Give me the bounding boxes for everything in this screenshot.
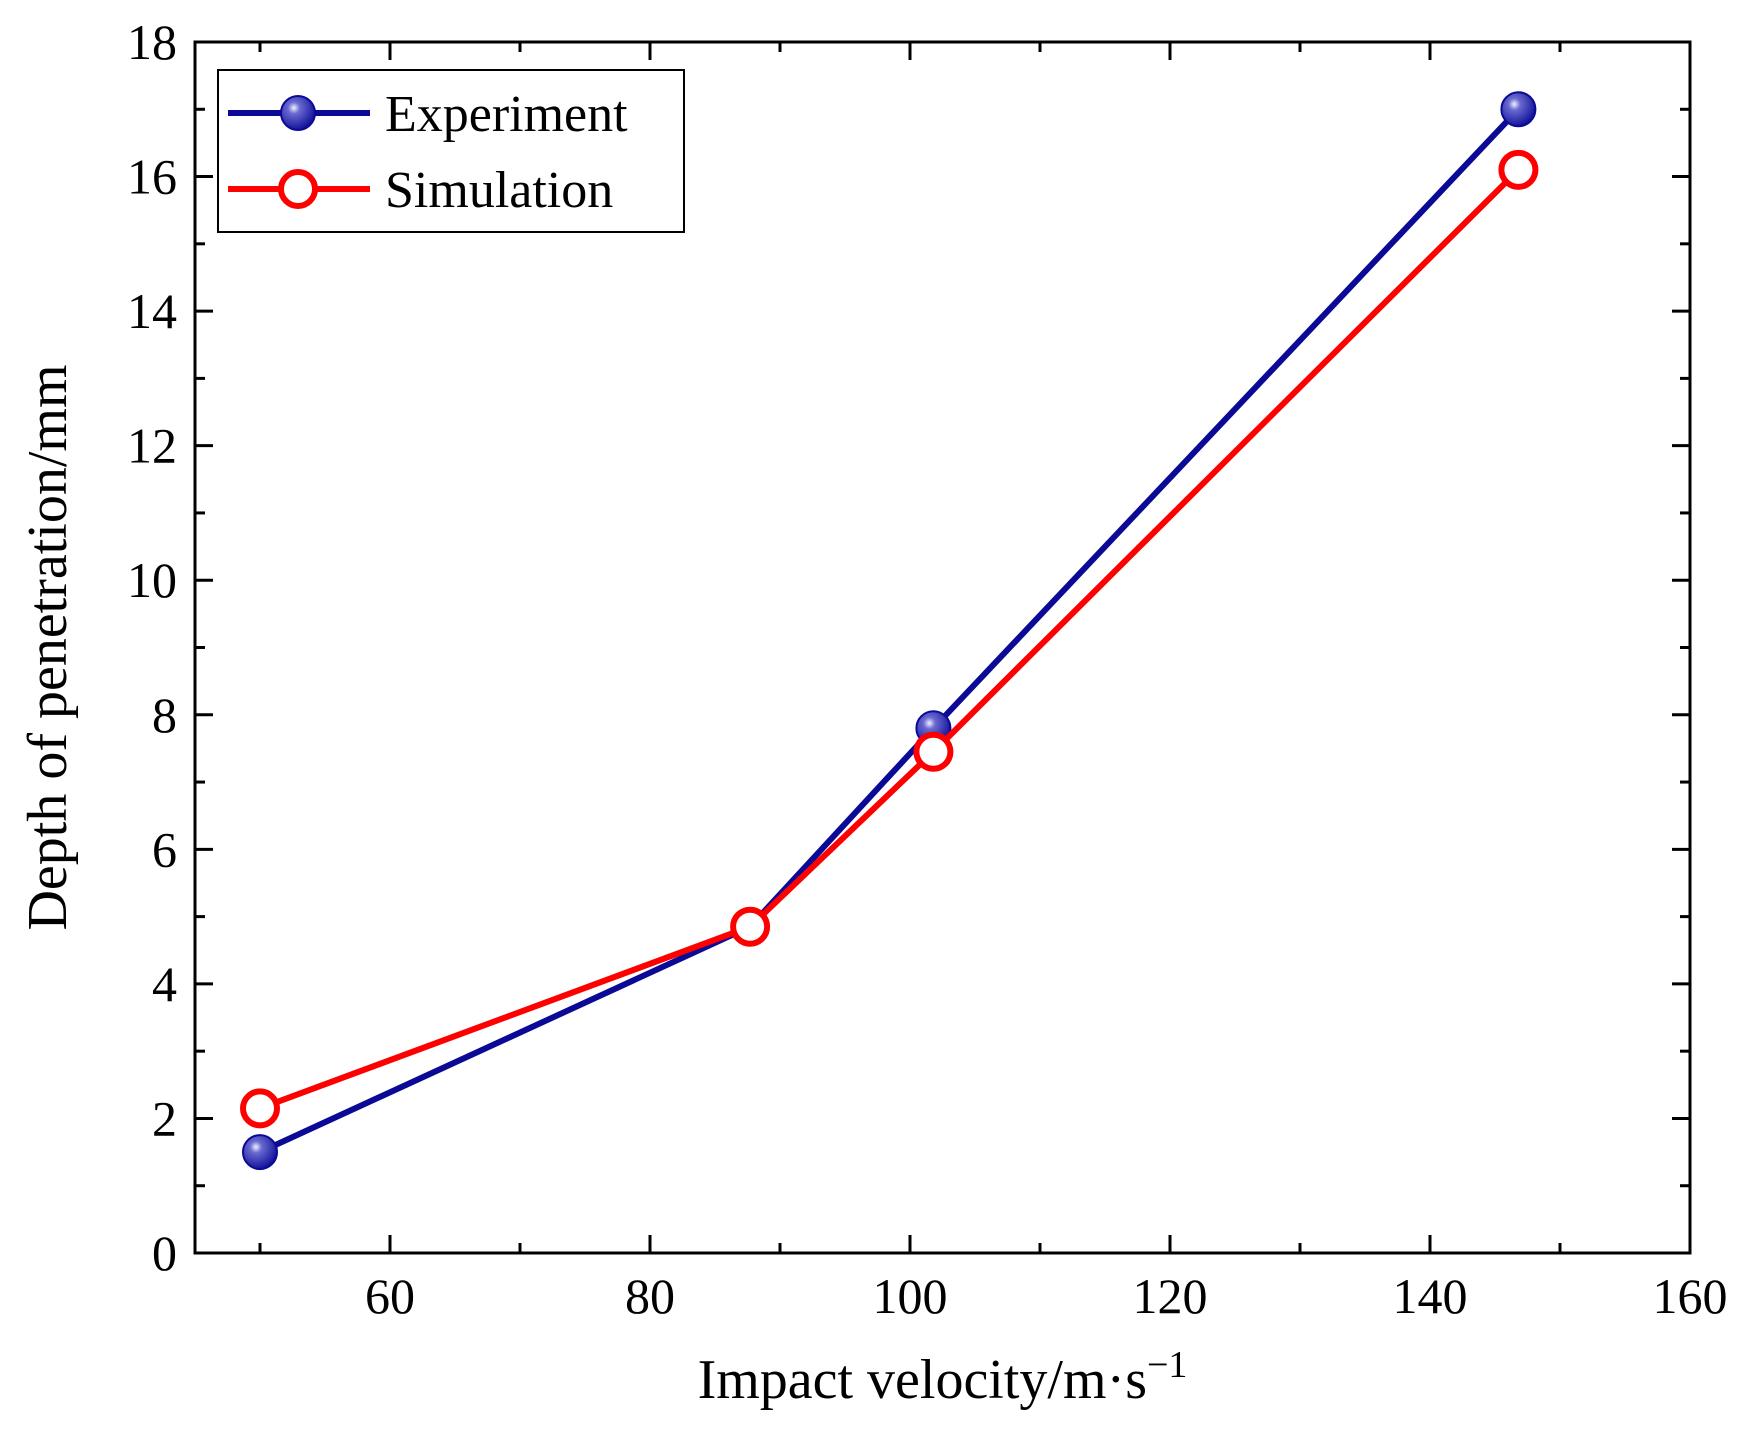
experiment-point (1500, 91, 1537, 128)
x-tick-label: 120 (1133, 1268, 1208, 1324)
simulation-point (1498, 149, 1539, 190)
simulation-line (258, 167, 1521, 1112)
y-tick-label: 18 (127, 14, 177, 70)
y-tick-label: 12 (127, 418, 177, 474)
x-tick-label: 140 (1393, 1268, 1468, 1324)
tick-labels: 60 80 100 120 140 160 0 2 4 6 8 10 12 14 16 18 (127, 14, 1728, 1324)
x-axis-title: Impact velocity/m·s−1 (698, 1344, 1188, 1411)
y-tick-label: 8 (152, 687, 177, 743)
legend-swatch-marker (280, 95, 316, 131)
series-experiment (242, 91, 1537, 1171)
data-series (240, 91, 1539, 1171)
legend-label: Simulation (385, 162, 613, 219)
y-tick-label: 0 (152, 1225, 177, 1281)
y-tick-label: 4 (152, 956, 177, 1012)
simulation-point (240, 1088, 280, 1129)
experiment-line (258, 107, 1521, 1155)
y-axis-title: Depth of penetration/mm (17, 364, 79, 930)
y-tick-label: 14 (127, 283, 177, 339)
experiment-point (242, 1134, 278, 1171)
simulation-point (730, 906, 771, 947)
plot-area-frame (193, 40, 1692, 1255)
series-simulation (240, 149, 1539, 1129)
legend-item-experiment: Experiment (228, 86, 628, 143)
x-tick-label: 160 (1653, 1268, 1728, 1324)
legend: Experiment Simulation (217, 69, 685, 233)
x-tick-label: 80 (625, 1268, 675, 1324)
y-tick-label: 6 (152, 821, 177, 877)
x-tick-label: 60 (365, 1268, 415, 1324)
y-tick-label: 10 (127, 552, 177, 608)
legend-item-simulation: Simulation (228, 162, 613, 219)
y-tick-label: 16 (127, 149, 177, 205)
x-tick-label: 100 (873, 1268, 948, 1324)
legend-label: Experiment (385, 86, 628, 143)
y-tick-label: 2 (152, 1090, 177, 1146)
legend-swatch-marker (278, 169, 318, 209)
simulation-point (913, 731, 954, 772)
